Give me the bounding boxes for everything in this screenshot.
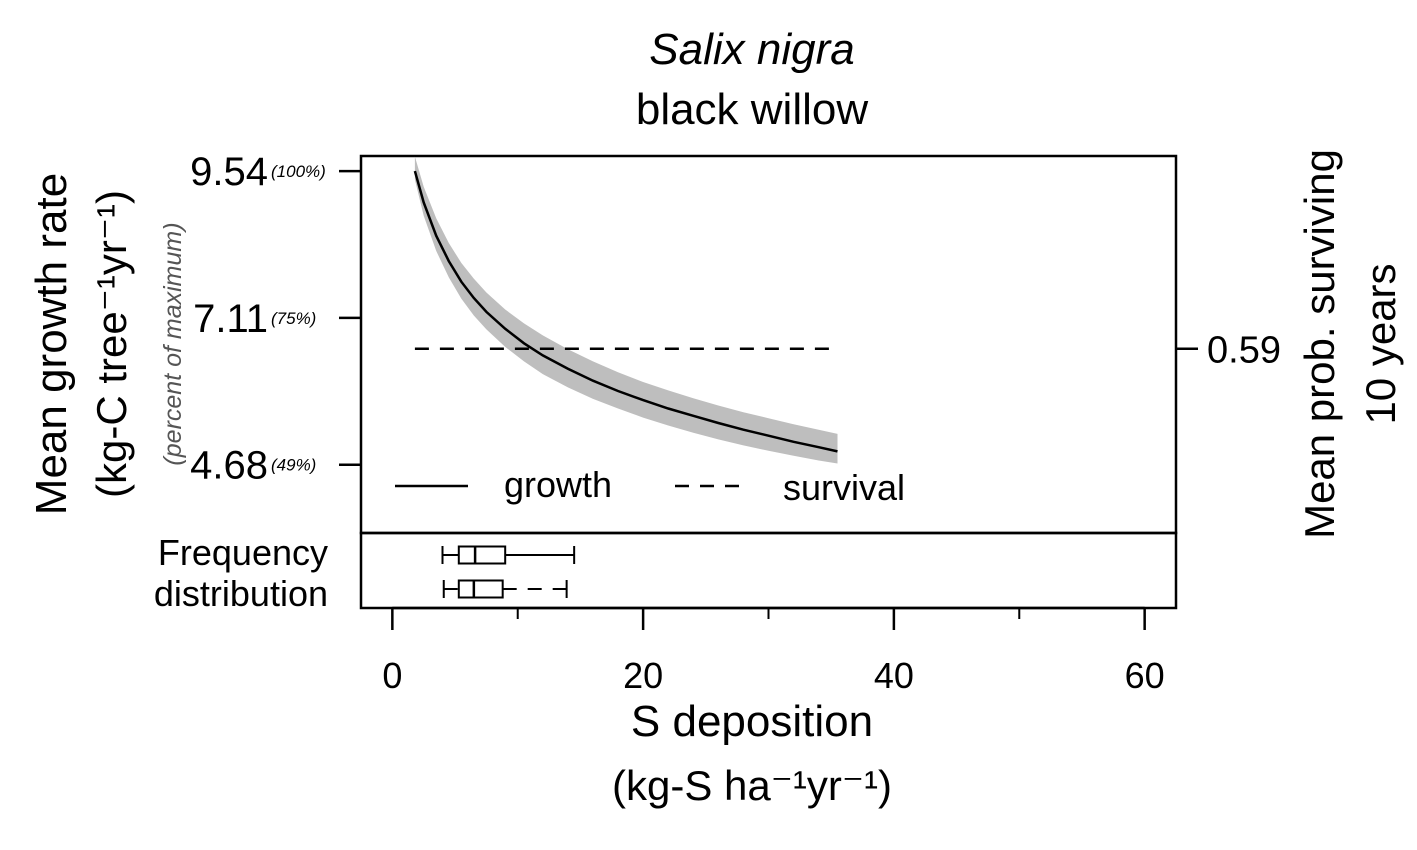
frequency-label-line1: Frequency [158, 532, 328, 573]
growth-confidence-band [414, 156, 838, 464]
y-tick-label: 4.68 [190, 444, 268, 488]
x-tick-label: 20 [623, 655, 663, 696]
y-tick-label: 9.54 [190, 150, 268, 194]
growth-panel-frame [359, 154, 1178, 535]
frequency-boxplots [441, 545, 576, 599]
x-tick-label: 60 [1125, 655, 1165, 696]
right-y-axis-label-line2: 10 years [1357, 263, 1404, 424]
legend-survival-label: survival [783, 467, 905, 508]
frequency-label-line2: distribution [154, 573, 328, 614]
x-tick-label: 40 [874, 655, 914, 696]
right-y-axis: 0.59 [1176, 330, 1281, 372]
right-y-tick-label: 0.59 [1207, 330, 1281, 372]
y-axis: 9.54 (100%) 7.11 (75%) 4.68 (49%) [190, 150, 361, 488]
y-tick-percent-label: (75%) [271, 309, 316, 328]
legend: growth survival [395, 464, 905, 508]
x-axis: 0 20 40 60 [382, 606, 1165, 696]
y-axis-label: Mean growth rate [27, 173, 76, 515]
y-tick-percent-label: (49%) [271, 456, 316, 475]
series-lines-layer [413, 170, 838, 453]
y-tick-label: 7.11 [193, 297, 268, 341]
x-axis-unit: (kg-S ha⁻¹yr⁻¹) [612, 762, 892, 809]
y-axis-unit: (kg-C tree⁻¹yr⁻¹) [88, 190, 135, 498]
y-axis-sublabel: (percent of maximum) [159, 222, 187, 465]
growth-line [413, 170, 838, 453]
box-iqr [457, 545, 507, 565]
box-iqr [457, 579, 504, 599]
legend-growth-label: growth [504, 464, 612, 505]
chart-title: Salix nigra [649, 25, 854, 74]
right-y-axis-label-line1: Mean prob. surviving [1296, 149, 1343, 539]
y-tick-percent-label: (100%) [271, 162, 326, 181]
x-tick-label: 0 [382, 655, 402, 696]
x-axis-label: S deposition [631, 697, 873, 746]
growth-confidence-band-layer [414, 156, 838, 464]
chart-subtitle: black willow [636, 85, 869, 134]
